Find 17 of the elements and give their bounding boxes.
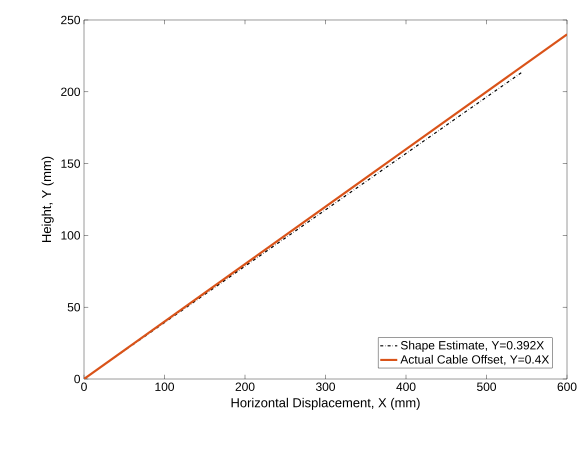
x-tick-label: 500 xyxy=(477,382,496,391)
x-tick-label: 200 xyxy=(236,382,255,391)
y-tick-label: 150 xyxy=(61,159,80,168)
legend-label: Actual Cable Offset, Y=0.4X xyxy=(400,354,550,366)
x-tick-label: 100 xyxy=(155,382,174,391)
x-tick-label: 600 xyxy=(558,382,577,391)
y-axis-title: Height, Y (mm) xyxy=(42,156,54,242)
y-tick-label: 0 xyxy=(74,374,80,384)
y-tick-label: 200 xyxy=(61,88,80,96)
legend-label: Shape Estimate, Y=0.392X xyxy=(400,340,544,352)
x-tick-label: 400 xyxy=(396,382,416,391)
y-tick-label: 50 xyxy=(68,302,80,312)
y-tick-label: 100 xyxy=(61,231,80,240)
y-tick-label: 250 xyxy=(61,16,80,24)
x-tick-label: 0 xyxy=(81,382,87,391)
x-tick-label: 300 xyxy=(316,382,336,391)
x-axis-title: Horizontal Displacement, X (mm) xyxy=(232,398,420,410)
